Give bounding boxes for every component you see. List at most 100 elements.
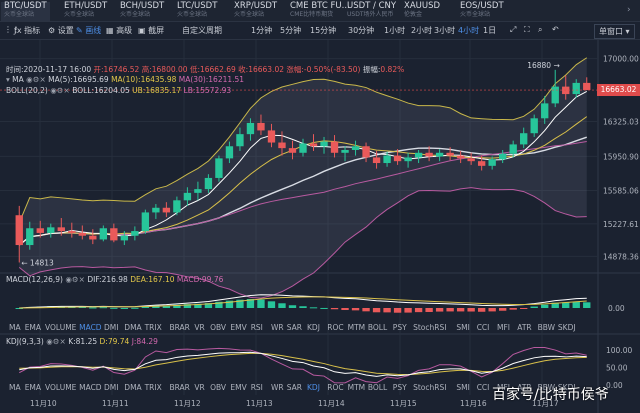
indicator-macd[interactable]: MACD	[79, 383, 102, 392]
indicator-vr[interactable]: VR	[194, 323, 205, 332]
indicator-dma[interactable]: DMA	[124, 383, 142, 392]
indicator-sar[interactable]: SAR	[286, 323, 302, 332]
indicator-wr[interactable]: WR	[271, 323, 284, 332]
indicator-brar[interactable]: BRAR	[169, 383, 190, 392]
zoom-icon[interactable]: ⤢	[510, 25, 517, 34]
macd-bar	[446, 308, 454, 312]
indicator-rsi[interactable]: RSI	[250, 323, 263, 332]
indicator-bbw[interactable]: BBW	[537, 323, 556, 332]
indicator-smi[interactable]: SMI	[456, 323, 470, 332]
indicator-ma[interactable]: MA	[9, 383, 21, 392]
indicator-trix[interactable]: TRIX	[144, 383, 162, 392]
indicator-atr[interactable]: ATR	[517, 323, 532, 332]
indicator-mfi[interactable]: MFI	[497, 383, 510, 392]
settings-icon[interactable]: ⚙	[71, 275, 79, 284]
undo-icon[interactable]: ↶	[552, 25, 559, 34]
price-chart[interactable]: 17000.00 16325.03 15950.90 15585.06 15227.61…	[0, 40, 640, 413]
indicator-bbw[interactable]: BBW	[537, 383, 556, 392]
layout-select[interactable]: 单窗口 ▾	[594, 24, 635, 39]
indicator-wr[interactable]: WR	[271, 383, 284, 392]
indicator-skdj[interactable]: SKDJ	[557, 383, 576, 392]
period-5[interactable]: 2小时	[411, 26, 433, 35]
tab-cme-btc-fu[interactable]: CME BTC FU... CME比特币期货	[287, 2, 353, 21]
indicator-button[interactable]: ƒx 指标	[14, 26, 41, 35]
candle-body	[520, 133, 528, 145]
indicator-ma[interactable]: MA	[9, 323, 21, 332]
indicator-stochrsi[interactable]: StochRSI	[413, 323, 447, 332]
settings-icon[interactable]: ⚙	[52, 337, 60, 346]
indicator-emv[interactable]: EMV	[230, 383, 247, 392]
indicator-trix[interactable]: TRIX	[144, 323, 162, 332]
settings-icon[interactable]: ⚙	[32, 75, 40, 84]
indicator-cci[interactable]: CCI	[476, 383, 490, 392]
period-0[interactable]: 1分钟	[251, 26, 273, 35]
collapse-icon[interactable]: ⋮⋮	[4, 25, 20, 34]
close-icon[interactable]: ×	[39, 75, 46, 84]
indicator-roc[interactable]: ROC	[327, 323, 344, 332]
period-1[interactable]: 5分钟	[280, 26, 302, 35]
indicator-roc[interactable]: ROC	[327, 383, 344, 392]
indicator-volume[interactable]: VOLUME	[45, 323, 77, 332]
tab-ltc-usdt[interactable]: LTC/USDT 火币全球站	[174, 2, 220, 21]
close-icon[interactable]: ×	[78, 275, 85, 284]
indicator-rsi[interactable]: RSI	[250, 383, 263, 392]
indicator-mtm[interactable]: MTM	[347, 323, 366, 332]
indicator-dmi[interactable]: DMI	[104, 323, 119, 332]
period-7[interactable]: 4小时	[458, 26, 480, 35]
ma-legend-icon[interactable]: ▾	[6, 75, 10, 84]
screenshot-button[interactable]: ▣ 截屏	[138, 26, 165, 35]
indicator-boll[interactable]: BOLL	[367, 323, 388, 332]
indicator-kdj[interactable]: KDJ	[307, 383, 320, 392]
custom-period-button[interactable]: 自定义周期	[182, 26, 222, 35]
advanced-button[interactable]: ▦ 高级	[106, 26, 133, 35]
search-icon[interactable]: ⌕	[538, 25, 543, 34]
indicator-mtm[interactable]: MTM	[347, 383, 366, 392]
indicator-brar[interactable]: BRAR	[169, 323, 190, 332]
indicator-stochrsi[interactable]: StochRSI	[413, 383, 447, 392]
indicator-boll[interactable]: BOLL	[367, 383, 388, 392]
tab-eth-usdt[interactable]: ETH/USDT 火币全球站	[61, 2, 110, 21]
period-8[interactable]: 1日	[483, 26, 497, 35]
settings-icon[interactable]: ⚙	[56, 86, 64, 95]
tab-xauusd[interactable]: XAUUSD 伦敦金	[401, 2, 443, 21]
period-3[interactable]: 30分钟	[348, 26, 375, 35]
tab-usdt-cny[interactable]: USDT / CNY USDT场外人民币	[344, 2, 399, 21]
close-icon[interactable]: ×	[59, 337, 66, 346]
eye-icon[interactable]: ◉	[50, 86, 57, 95]
indicator-mfi[interactable]: MFI	[497, 323, 510, 332]
indicator-ema[interactable]: EMA	[24, 323, 42, 332]
indicator-cci[interactable]: CCI	[476, 323, 490, 332]
eye-icon[interactable]: ◉	[26, 75, 33, 84]
eye-icon[interactable]: ◉	[65, 275, 72, 284]
indicator-obv[interactable]: OBV	[210, 323, 227, 332]
indicator-sar[interactable]: SAR	[286, 383, 302, 392]
close-icon[interactable]: ×	[63, 86, 70, 95]
eye-icon[interactable]: ◉	[46, 337, 53, 346]
tab-btc-usdt[interactable]: BTC/USDT 火币全球站	[1, 2, 50, 21]
period-6[interactable]: 3小时	[434, 26, 456, 35]
indicator-macd[interactable]: MACD	[79, 323, 102, 332]
indicator-ema[interactable]: EMA	[24, 383, 42, 392]
indicator-atr[interactable]: ATR	[517, 383, 532, 392]
indicator-dma[interactable]: DMA	[124, 323, 142, 332]
tabs-scroll-right-icon[interactable]: ›	[627, 5, 631, 15]
chart-area[interactable]: 17000.00 16325.03 15950.90 15585.06 15227.61…	[0, 40, 640, 413]
tab-bch-usdt[interactable]: BCH/USDT 火币全球站	[117, 2, 167, 21]
indicator-emv[interactable]: EMV	[230, 323, 247, 332]
fullscreen-icon[interactable]: ⛶	[524, 25, 530, 34]
indicator-smi[interactable]: SMI	[456, 383, 470, 392]
indicator-volume[interactable]: VOLUME	[45, 383, 77, 392]
indicator-dmi[interactable]: DMI	[104, 383, 119, 392]
indicator-kdj[interactable]: KDJ	[307, 323, 320, 332]
settings-button[interactable]: ⚙ 设置	[48, 26, 74, 35]
indicator-obv[interactable]: OBV	[210, 383, 227, 392]
indicator-psy[interactable]: PSY	[392, 383, 407, 392]
indicator-vr[interactable]: VR	[194, 383, 205, 392]
indicator-psy[interactable]: PSY	[392, 323, 407, 332]
period-2[interactable]: 15分钟	[310, 26, 337, 35]
draw-button[interactable]: ✎ 画线	[76, 26, 102, 35]
tab-xrp-usdt[interactable]: XRP/USDT 火币全球站	[231, 2, 280, 21]
period-4[interactable]: 1小时	[384, 26, 406, 35]
indicator-skdj[interactable]: SKDJ	[557, 323, 576, 332]
tab-eos-usdt[interactable]: EOS/USDT 火币全球站	[457, 2, 507, 21]
